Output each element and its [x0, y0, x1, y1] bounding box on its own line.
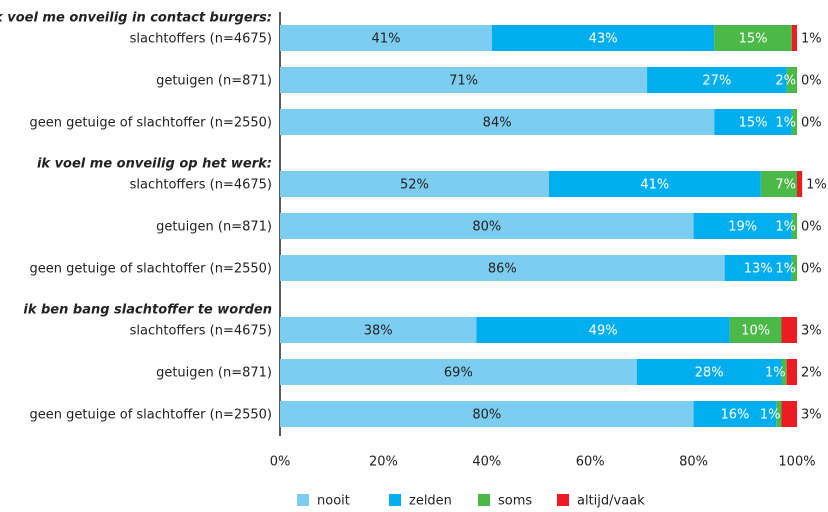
- bar-segment: [280, 255, 725, 281]
- value-label: 43%: [589, 32, 618, 47]
- value-label: 52%: [400, 178, 429, 193]
- bar-segment: [647, 67, 787, 93]
- bar-segment: [786, 359, 797, 385]
- bar-segment: [786, 67, 797, 93]
- value-label: 71%: [449, 74, 478, 89]
- value-label: 1%: [775, 262, 796, 277]
- value-label: 3%: [801, 408, 822, 423]
- bar-segment: [714, 25, 792, 51]
- category-label: slachtoffers (n=4675): [130, 324, 272, 339]
- bar-segment: [491, 25, 715, 51]
- x-tick-label: 80%: [679, 455, 708, 470]
- value-label: 0%: [801, 74, 822, 89]
- category-label: slachtoffers (n=4675): [130, 32, 272, 47]
- bar-segment: [280, 171, 549, 197]
- x-tick-label: 20%: [369, 455, 398, 470]
- value-label: 15%: [739, 116, 768, 131]
- value-label: 7%: [775, 178, 796, 193]
- bar-segment: [548, 171, 761, 197]
- group-title: ik voel me onveilig in contact burgers:: [0, 11, 272, 26]
- bar-segment: [776, 401, 782, 427]
- bar-segment: [476, 317, 730, 343]
- value-label: 80%: [472, 220, 501, 235]
- bar-segment: [280, 109, 715, 135]
- value-label: 1%: [760, 408, 781, 423]
- legend-swatch: [389, 494, 401, 506]
- value-label: 69%: [444, 366, 473, 381]
- value-label: 1%: [801, 32, 822, 47]
- value-label: 13%: [744, 262, 773, 277]
- bar-segment: [797, 171, 803, 197]
- value-label: 86%: [488, 262, 517, 277]
- category-label: geen getuige of slachtoffer (n=2550): [30, 262, 272, 277]
- bar-segment: [724, 255, 792, 281]
- value-label: 0%: [801, 220, 822, 235]
- value-label: 41%: [640, 178, 669, 193]
- value-label: 41%: [372, 32, 401, 47]
- legend-swatch: [557, 494, 569, 506]
- bar-segment: [781, 359, 787, 385]
- group-title: ik voel me onveilig op het werk:: [37, 157, 272, 172]
- bar-segment: [781, 401, 797, 427]
- value-label: 19%: [728, 220, 757, 235]
- x-tick-label: 100%: [778, 455, 815, 470]
- bar-segment: [693, 401, 777, 427]
- value-label: 0%: [801, 116, 822, 131]
- legend-label: nooit: [317, 494, 350, 509]
- category-label: getuigen (n=871): [156, 366, 272, 381]
- category-label: geen getuige of slachtoffer (n=2550): [30, 408, 272, 423]
- bar-segment: [760, 171, 797, 197]
- bar-segment: [280, 317, 477, 343]
- value-label: 2%: [801, 366, 822, 381]
- value-label: 38%: [364, 324, 393, 339]
- bar-segment: [791, 109, 797, 135]
- bar-segment: [714, 109, 792, 135]
- value-label: 15%: [739, 32, 768, 47]
- value-label: 3%: [801, 324, 822, 339]
- x-tick-label: 40%: [472, 455, 501, 470]
- x-tick-label: 0%: [270, 455, 291, 470]
- bar-segment: [729, 317, 782, 343]
- category-label: getuigen (n=871): [156, 74, 272, 89]
- category-label: getuigen (n=871): [156, 220, 272, 235]
- value-label: 0%: [801, 262, 822, 277]
- bar-segment: [636, 359, 782, 385]
- value-label: 1%: [775, 220, 796, 235]
- value-label: 84%: [483, 116, 512, 131]
- value-label: 1%: [775, 116, 796, 131]
- value-label: 27%: [702, 74, 731, 89]
- value-label: 80%: [472, 408, 501, 423]
- group-title: ik ben bang slachtoffer te worden: [23, 303, 272, 318]
- value-label: 1%: [806, 178, 827, 193]
- value-label: 49%: [589, 324, 618, 339]
- bar-segment: [781, 317, 797, 343]
- bar-segment: [280, 67, 648, 93]
- value-label: 2%: [775, 74, 796, 89]
- bar-segment: [280, 401, 694, 427]
- bar-segment: [280, 359, 637, 385]
- legend-label: zelden: [409, 494, 452, 509]
- bar-segment: [693, 213, 792, 239]
- legend-label: soms: [498, 494, 532, 509]
- bar-segment: [791, 213, 797, 239]
- legend-swatch: [478, 494, 490, 506]
- legend-label: altijd/vaak: [577, 494, 645, 509]
- legend-swatch: [297, 494, 309, 506]
- bar-segment: [280, 213, 694, 239]
- bar-segment: [791, 255, 797, 281]
- value-label: 1%: [765, 366, 786, 381]
- bar-segment: [791, 25, 797, 51]
- value-label: 16%: [721, 408, 750, 423]
- bar-segment: [280, 25, 492, 51]
- category-label: geen getuige of slachtoffer (n=2550): [30, 116, 272, 131]
- x-tick-label: 60%: [576, 455, 605, 470]
- value-label: 10%: [741, 324, 770, 339]
- value-label: 28%: [695, 366, 724, 381]
- category-label: slachtoffers (n=4675): [130, 178, 272, 193]
